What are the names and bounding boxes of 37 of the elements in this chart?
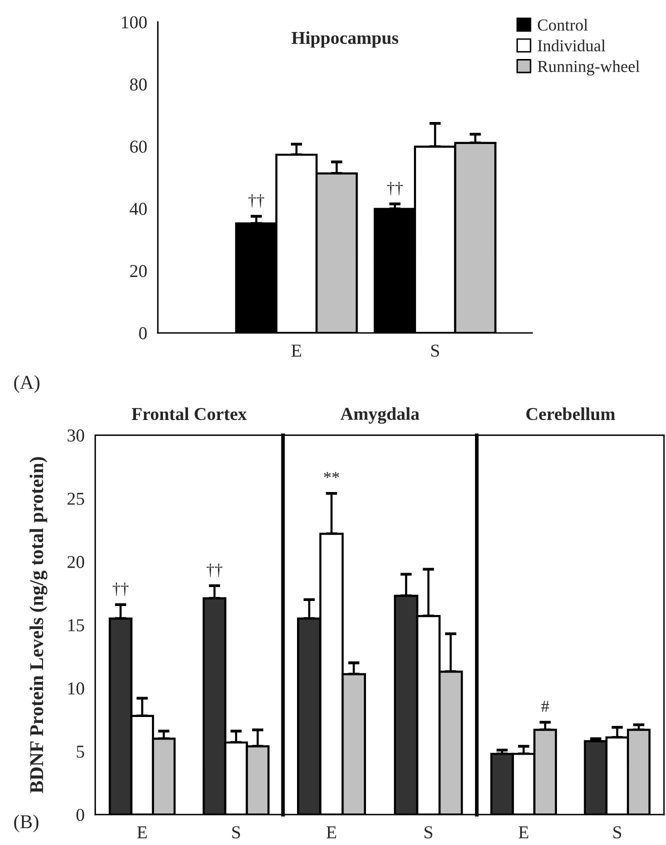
annotation: †† <box>206 564 222 578</box>
x-tick-label: S <box>431 344 439 357</box>
x-tick-label: E <box>326 826 336 838</box>
x-tick-label: S <box>613 826 622 838</box>
x-tick-label: E <box>137 826 147 838</box>
annotation: ** <box>324 472 340 478</box>
y-axis-title: BDNF Protein Levels (ng/g total protein) <box>30 457 48 794</box>
annotation: †† <box>387 182 403 196</box>
y-tick-label: 60 <box>130 140 147 153</box>
y-tick-label: 15 <box>68 619 84 632</box>
x-tick-label: S <box>424 826 432 838</box>
y-tick-label: 40 <box>130 202 147 215</box>
y-tick-label: 10 <box>68 682 84 695</box>
y-tick-label: 25 <box>68 492 84 505</box>
legend-label: Individual <box>538 40 606 52</box>
x-tick-label: S <box>232 826 240 838</box>
text: (A) <box>14 375 40 393</box>
annotation: †† <box>248 194 264 208</box>
x-tick-label: E <box>291 344 302 357</box>
chart-title: Hippocampus <box>292 31 398 48</box>
y-tick-label: 0 <box>76 808 84 822</box>
y-tick-label: 20 <box>68 556 84 568</box>
legend-label: Control <box>538 18 588 31</box>
annotation: # <box>541 700 550 712</box>
text: (B) <box>14 814 38 832</box>
legend-label: Running-wheel <box>538 60 640 76</box>
y-tick-label: 5 <box>76 746 84 758</box>
y-tick-label: 80 <box>130 78 147 91</box>
y-tick-label: 100 <box>122 16 147 28</box>
x-tick-label: E <box>518 826 528 838</box>
chart-title: Amygdala <box>340 407 420 424</box>
chart-title: Frontal Cortex <box>132 407 247 420</box>
y-tick-label: 0 <box>139 327 147 340</box>
annotation: †† <box>112 582 128 596</box>
chart-title: Cerebellum <box>526 407 616 420</box>
y-tick-label: 20 <box>130 264 147 278</box>
y-tick-label: 30 <box>68 429 84 442</box>
